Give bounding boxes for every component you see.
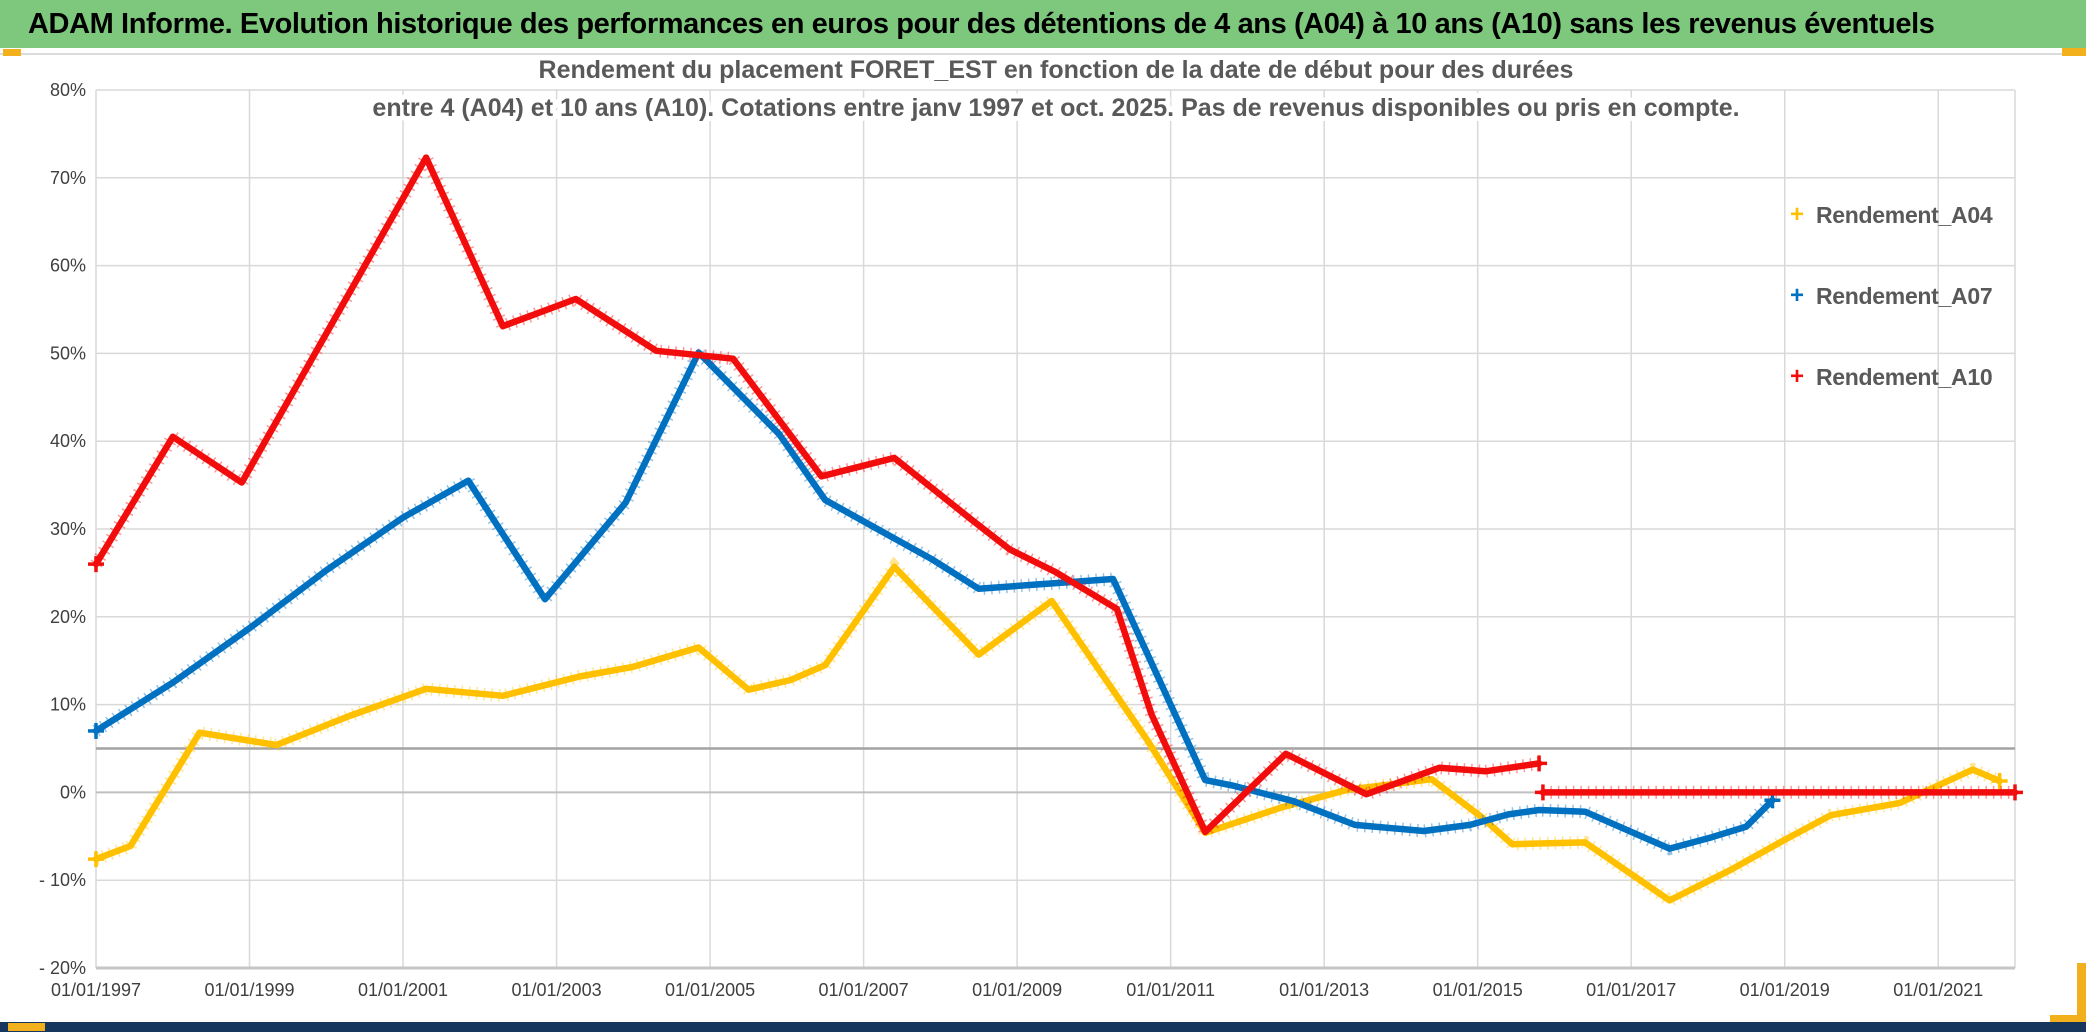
series-line-Rendement_A04[interactable] xyxy=(92,563,2003,904)
scroll-accent-bottom-right xyxy=(2050,1015,2086,1022)
chart-title-line1: Rendement du placement FORET_EST en fonc… xyxy=(539,56,1574,84)
x-axis-label: 01/01/2009 xyxy=(972,980,1062,1000)
x-axis-label: 01/01/2003 xyxy=(512,980,602,1000)
titlebar-divider xyxy=(0,53,2086,55)
x-axis-label: 01/01/2019 xyxy=(1740,980,1830,1000)
status-bar xyxy=(0,1022,2086,1032)
accent-top-left xyxy=(3,49,21,56)
series-line-Rendement_A10[interactable] xyxy=(92,154,1543,836)
legend-label: Rendement_A04 xyxy=(1816,201,1993,228)
y-axis-label: 70% xyxy=(50,168,86,188)
x-axis-label: 01/01/1997 xyxy=(51,980,141,1000)
y-axis-label: 60% xyxy=(50,256,86,276)
y-axis-label: - 20% xyxy=(39,958,86,978)
y-axis-label: 50% xyxy=(50,343,86,363)
performance-chart: 80%70%60%50%40%30%20%10%0%- 10%- 20%01/0… xyxy=(39,56,2023,1000)
y-axis-label: - 10% xyxy=(39,870,86,890)
y-axis-label: 30% xyxy=(50,519,86,539)
chart-title-line2: entre 4 (A04) et 10 ans (A10). Cotations… xyxy=(372,94,1739,122)
title-bar: ADAM Informe. Evolution historique des p… xyxy=(0,0,2086,48)
series-line-Rendement_A07[interactable] xyxy=(92,349,1776,852)
y-axis-label: 80% xyxy=(50,80,86,100)
accent-top-right xyxy=(2062,48,2086,56)
window-title: ADAM Informe. Evolution historique des p… xyxy=(28,7,1935,40)
plus-marker-icon: + xyxy=(1790,201,1805,228)
x-axis-label: 01/01/2021 xyxy=(1893,980,1983,1000)
legend-item-a10[interactable]: + Rendement_A10 xyxy=(1790,358,2080,396)
x-axis-label: 01/01/2001 xyxy=(358,980,448,1000)
legend-label: Rendement_A07 xyxy=(1816,282,1993,309)
y-axis-label: 40% xyxy=(50,431,86,451)
scroll-accent-right xyxy=(2077,963,2086,1022)
chart-legend: + Rendement_A04 + Rendement_A07 + Rendem… xyxy=(1790,196,2080,439)
status-bar-accent xyxy=(8,1023,45,1031)
y-axis-label: 0% xyxy=(60,782,86,802)
x-axis-label: 01/01/2005 xyxy=(665,980,755,1000)
y-axis-label: 10% xyxy=(50,695,86,715)
chart-area: 80% 70% 60% 50% 40% 30% 20% 10% 0% - 10% - 20% 01/0… xyxy=(0,56,2086,1020)
x-axis-label: 01/01/2015 xyxy=(1433,980,1523,1000)
plus-marker-icon: + xyxy=(1790,282,1805,309)
x-axis-label: 01/01/2017 xyxy=(1586,980,1676,1000)
x-axis-label: 01/01/2013 xyxy=(1279,980,1369,1000)
legend-item-a07[interactable]: + Rendement_A07 xyxy=(1790,277,2080,315)
plus-marker-icon: + xyxy=(1790,363,1805,390)
legend-label: Rendement_A10 xyxy=(1816,363,1993,390)
x-axis-label: 01/01/2007 xyxy=(819,980,909,1000)
x-axis-label: 01/01/1999 xyxy=(204,980,294,1000)
y-axis-label: 20% xyxy=(50,607,86,627)
legend-item-a04[interactable]: + Rendement_A04 xyxy=(1790,196,2080,234)
series-markers-Rendement_A07 xyxy=(92,341,1778,856)
x-axis-label: 01/01/2011 xyxy=(1126,980,1215,1000)
